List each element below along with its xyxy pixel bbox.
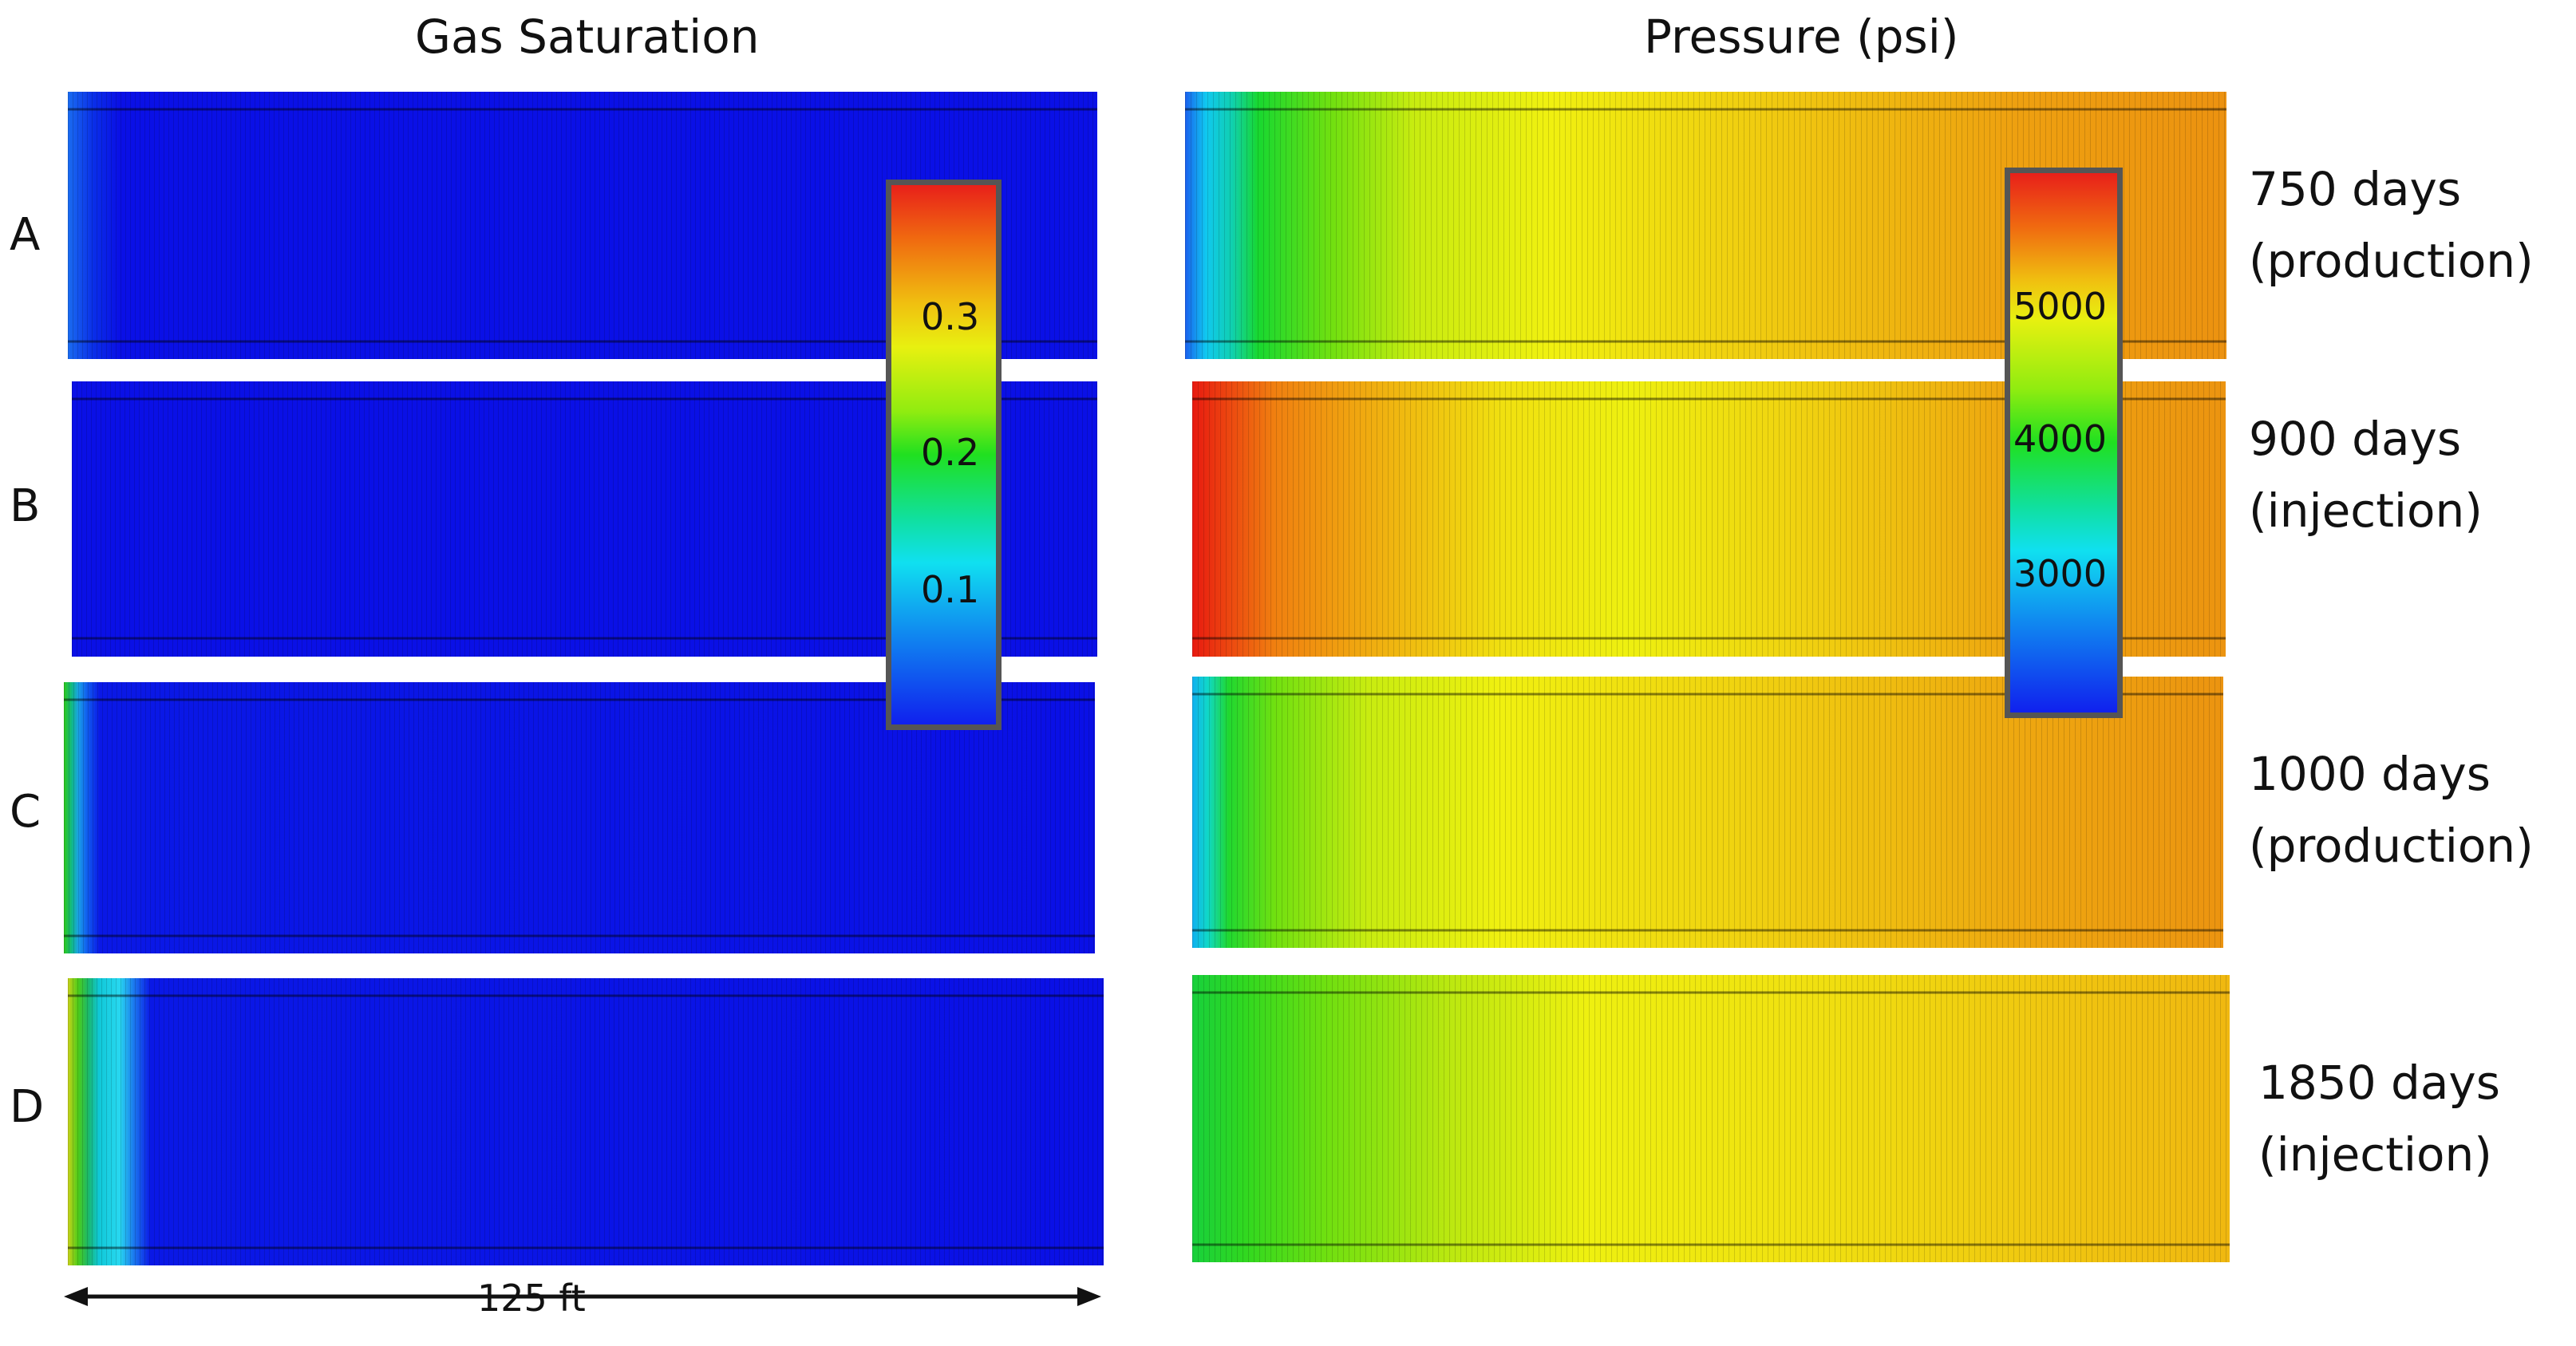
time-label-d-days: 1850 days (2258, 1056, 2500, 1110)
scale-label: 125 ft (477, 1277, 586, 1320)
time-label-a: 750 days (production) (2249, 153, 2534, 297)
pressure-panel-d (1192, 975, 2230, 1262)
pressure-tick-5000: 5000 (2013, 285, 2108, 328)
time-label-b-phase: (injection) (2249, 484, 2483, 538)
time-label-c-days: 1000 days (2249, 747, 2491, 801)
time-label-c: 1000 days (production) (2249, 738, 2534, 882)
row-label-a: A (10, 209, 41, 261)
time-label-a-phase: (production) (2249, 234, 2534, 288)
gas-saturation-title: Gas Saturation (415, 10, 760, 64)
pressure-panel-c (1192, 677, 2223, 948)
time-label-a-days: 750 days (2249, 162, 2462, 216)
gas-saturation-colorbar (886, 180, 1002, 730)
gas-saturation-panel-d (68, 978, 1104, 1265)
pressure-tick-3000: 3000 (2013, 552, 2108, 595)
pressure-tick-4000: 4000 (2013, 417, 2108, 460)
row-label-d: D (10, 1081, 45, 1133)
pressure-title: Pressure (psi) (1644, 10, 1959, 64)
time-label-b: 900 days (injection) (2249, 403, 2483, 547)
gas-saturation-tick-0-3: 0.3 (921, 295, 980, 338)
pressure-colorbar (2005, 168, 2123, 718)
row-label-b: B (10, 480, 41, 532)
time-label-d-phase: (injection) (2258, 1127, 2492, 1182)
row-label-c: C (10, 786, 41, 838)
time-label-b-days: 900 days (2249, 412, 2462, 466)
time-label-d: 1850 days (injection) (2258, 1047, 2500, 1190)
time-label-c-phase: (production) (2249, 819, 2534, 873)
scale-arrow (64, 1287, 1101, 1306)
gas-saturation-tick-0-2: 0.2 (921, 431, 980, 474)
gas-saturation-tick-0-1: 0.1 (921, 568, 980, 611)
